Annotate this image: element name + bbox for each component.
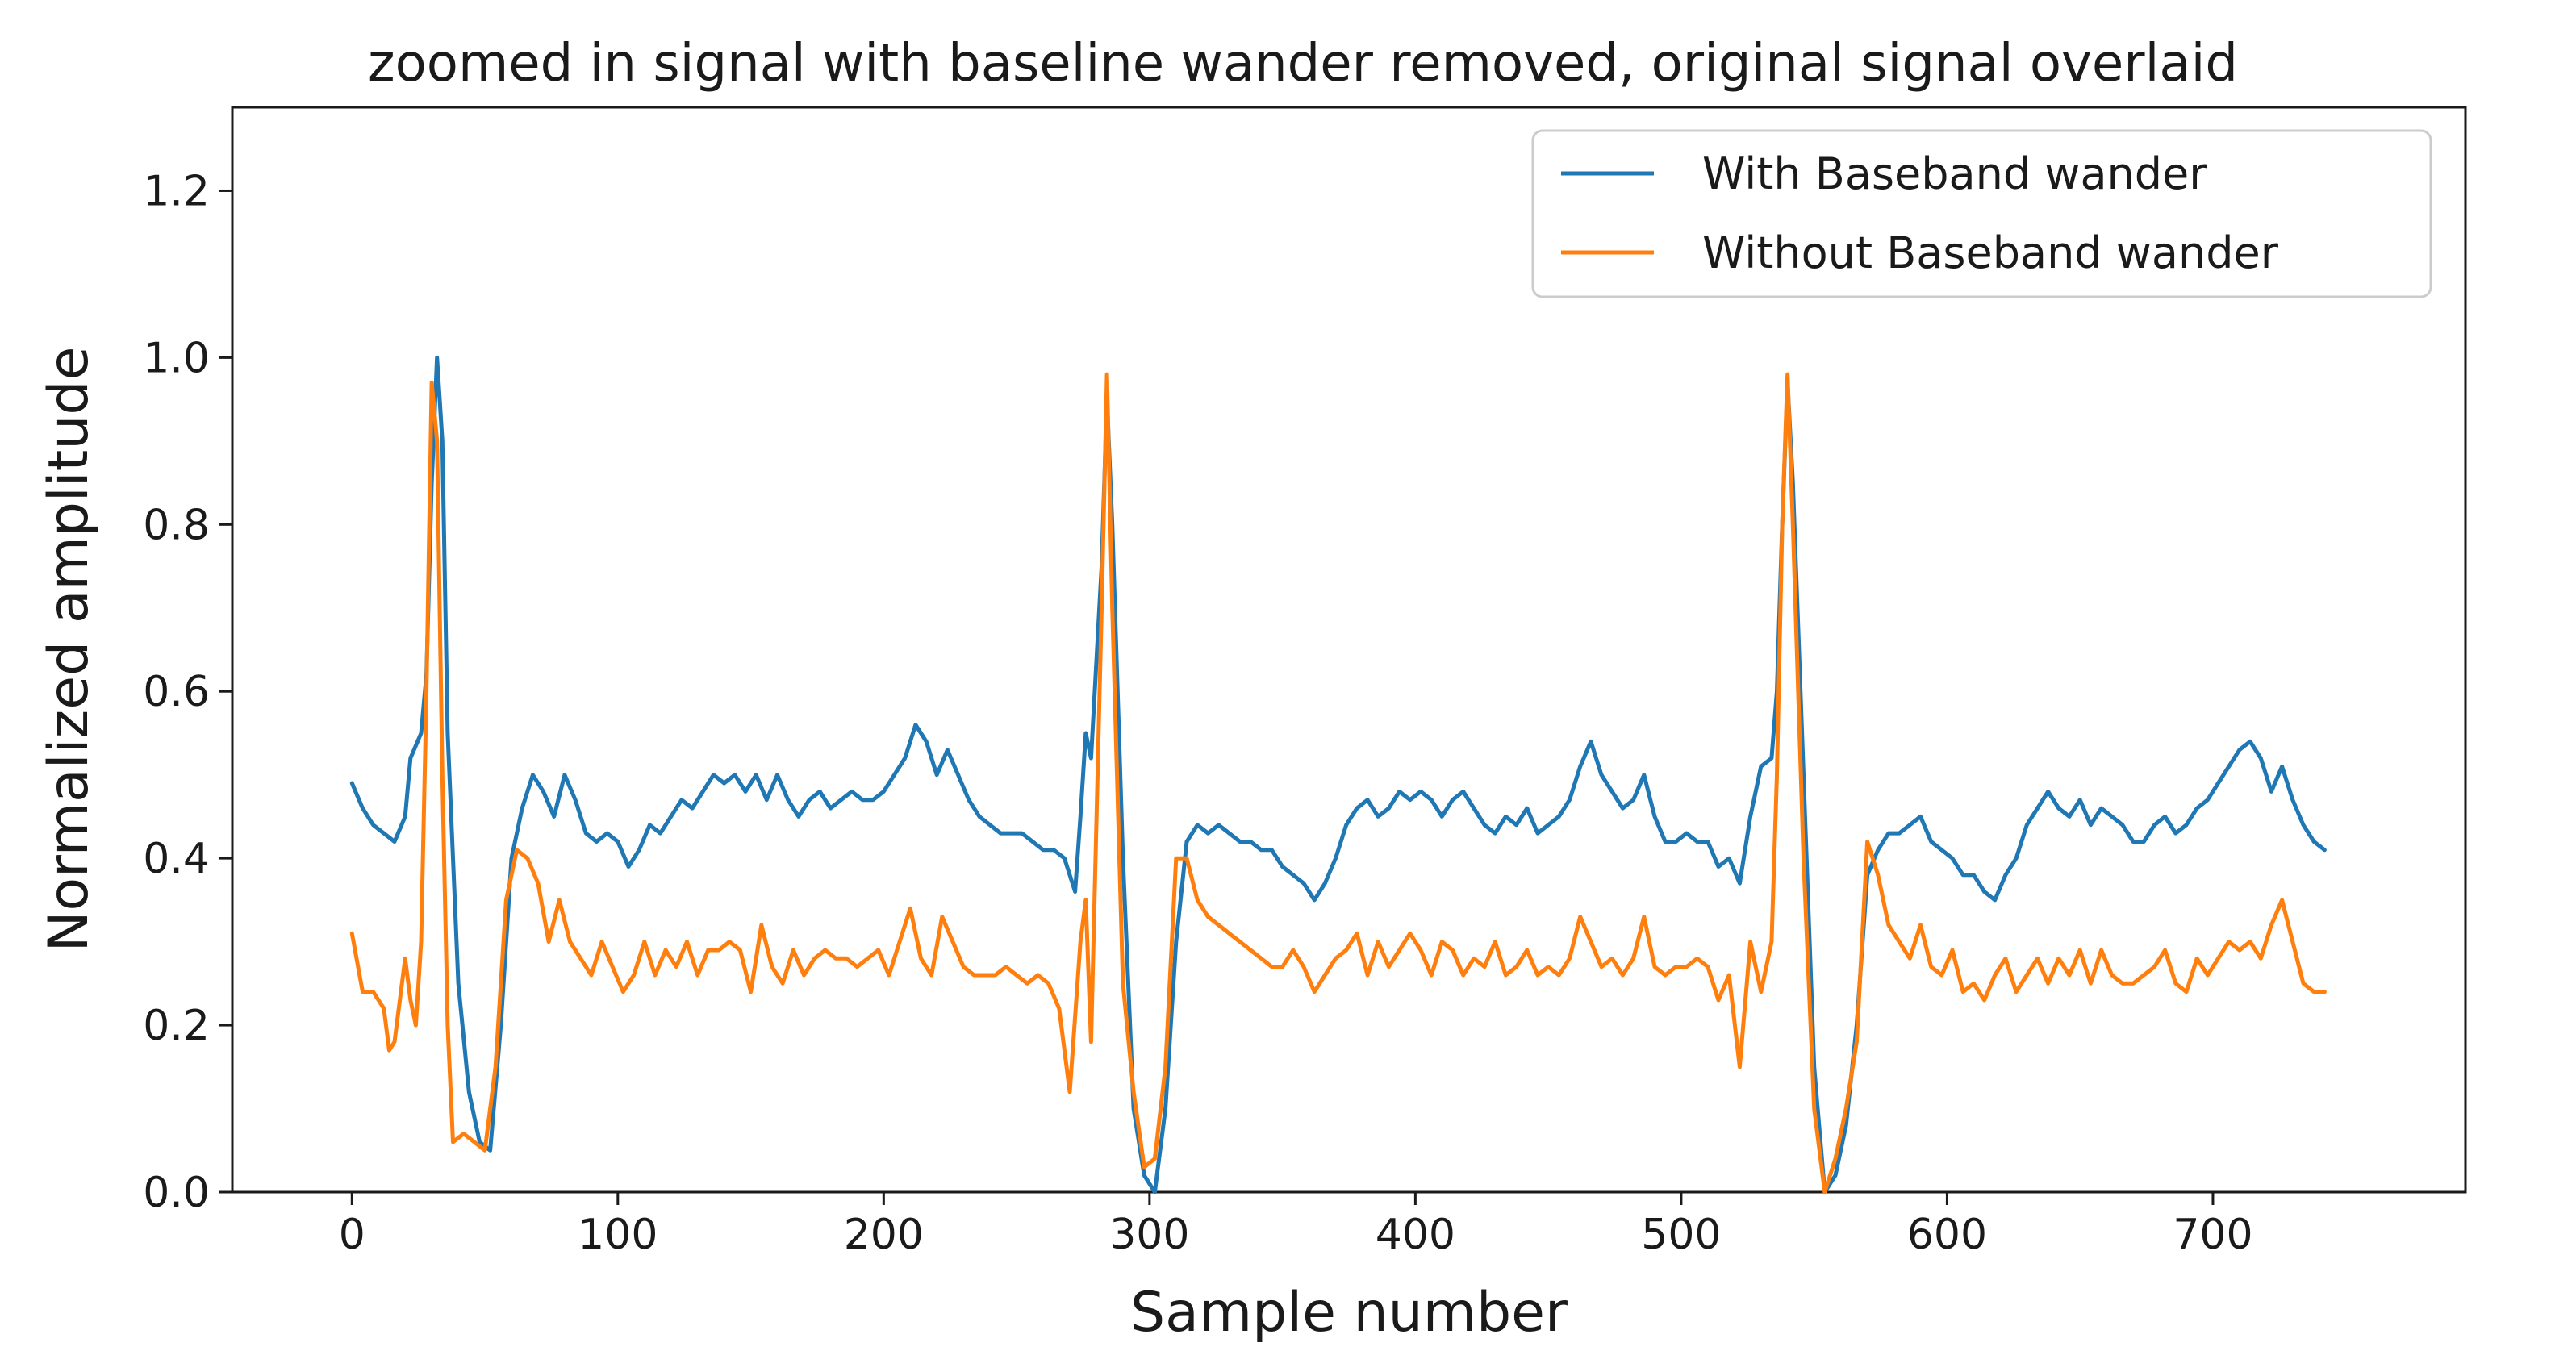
- legend-label-with-wander: With Baseband wander: [1702, 148, 2207, 199]
- x-tick-label: 700: [2173, 1211, 2252, 1259]
- x-tick-label: 500: [1641, 1211, 1721, 1259]
- y-tick-label: 0.6: [143, 668, 210, 716]
- series-line-with-wander: [349, 355, 2327, 1194]
- y-tick-label: 0.4: [143, 835, 210, 883]
- x-axis: 0 100 200 300 400 500 600 700: [339, 1192, 2253, 1259]
- x-tick-label: 600: [1907, 1211, 1987, 1259]
- x-tick-label: 300: [1109, 1211, 1189, 1259]
- series-layer: [349, 355, 2327, 1194]
- x-axis-label: Sample number: [1130, 1281, 1568, 1345]
- y-tick-label: 0.2: [143, 1002, 210, 1050]
- legend-frame: [1531, 129, 2432, 298]
- legend: With Baseband wander Without Baseband wa…: [1531, 129, 2432, 298]
- y-axis-label: Normalized amplitude: [37, 347, 101, 953]
- y-tick-label: 1.0: [143, 334, 210, 382]
- x-tick-label: 400: [1376, 1211, 1455, 1259]
- plot-area-frame: [231, 106, 2467, 1194]
- y-tick-label: 0.8: [143, 501, 210, 549]
- x-tick-label: 200: [844, 1211, 924, 1259]
- series-line-without-wander: [349, 372, 2327, 1194]
- y-tick-label: 0.0: [143, 1169, 210, 1217]
- x-tick-label: 0: [339, 1211, 365, 1259]
- y-tick-label: 1.2: [143, 167, 210, 215]
- x-tick-label: 100: [578, 1211, 658, 1259]
- y-axis: 0.0 0.2 0.4 0.6 0.8 1.0 1.2: [143, 167, 232, 1217]
- legend-label-without-wander: Without Baseband wander: [1702, 227, 2279, 278]
- chart-title: zoomed in signal with baseline wander re…: [368, 34, 2238, 94]
